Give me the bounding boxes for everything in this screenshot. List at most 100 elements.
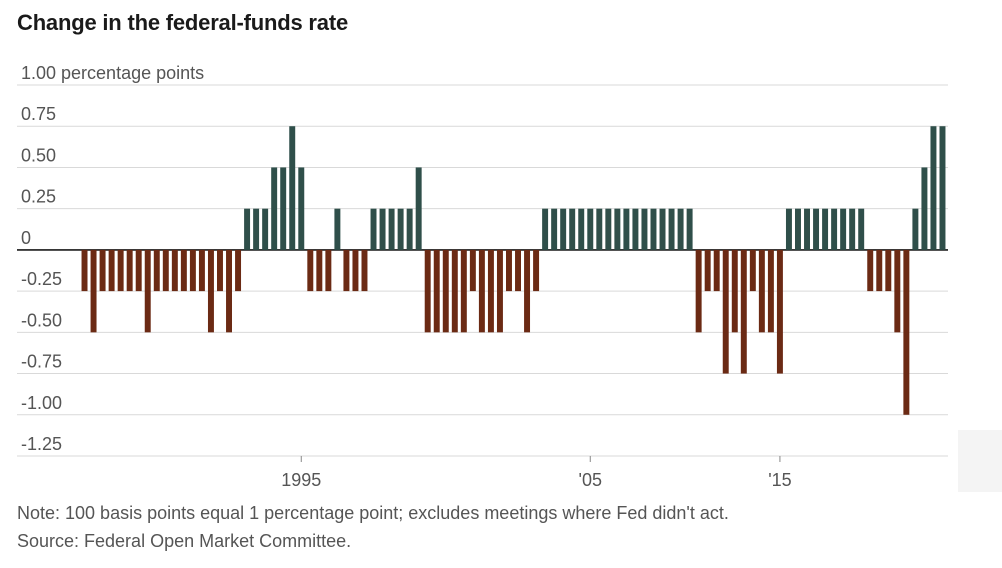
bar-increase [587, 208, 594, 250]
bar-increase [641, 208, 648, 250]
y-tick-label: -0.25 [21, 269, 62, 289]
bar-increase [939, 126, 946, 250]
bar-decrease [776, 249, 783, 374]
bar-increase [840, 208, 847, 250]
bar-increase [849, 208, 856, 250]
bar-increase [569, 208, 576, 250]
bar-increase [253, 208, 260, 250]
bar-decrease [207, 249, 214, 333]
bar-decrease [867, 249, 874, 292]
bar-increase [813, 208, 820, 250]
bar-increase [605, 208, 612, 250]
bar-decrease [885, 249, 892, 292]
y-tick-label: 0 [21, 228, 31, 248]
bar-decrease [451, 249, 458, 333]
bar-increase [298, 167, 305, 250]
bar-increase [560, 208, 567, 250]
bar-decrease [695, 249, 702, 333]
bar-increase [668, 208, 675, 250]
bar-increase [831, 208, 838, 250]
x-tick-label: '05 [579, 470, 602, 490]
bar-decrease [704, 249, 711, 292]
bar-increase [415, 167, 422, 250]
bar-decrease [731, 249, 738, 333]
bar-decrease [894, 249, 901, 333]
bar-chart: 1.00 percentage points 0.75 0.50 0.25 0 -0.25… [17, 63, 948, 490]
bar-decrease [325, 249, 332, 292]
bar-decrease [740, 249, 747, 374]
bar-decrease [316, 249, 323, 292]
bar-decrease [135, 249, 142, 292]
bar-increase [686, 208, 693, 250]
bar-decrease [343, 249, 350, 292]
bar-increase [650, 208, 657, 250]
bar-increase [623, 208, 630, 250]
bar-decrease [433, 249, 440, 333]
bar-increase [271, 167, 278, 250]
bar-decrease [171, 249, 178, 292]
bar-increase [930, 126, 937, 250]
bar-decrease [524, 249, 531, 333]
bar-decrease [722, 249, 729, 374]
axis-labels: 1.00 percentage points 0.75 0.50 0.25 0 -0.25… [21, 63, 792, 490]
bar-decrease [189, 249, 196, 292]
bar-increase [596, 208, 603, 250]
bar-decrease [226, 249, 232, 333]
bar-increase [921, 167, 928, 250]
bar-increase [804, 208, 810, 250]
bar-decrease [442, 249, 449, 333]
bar-increase [280, 167, 287, 250]
bar-decrease [876, 249, 883, 292]
bar-decrease [767, 249, 774, 333]
bar-decrease [180, 249, 187, 292]
bar-decrease [99, 249, 106, 292]
bar-increase [334, 208, 341, 250]
bar-increase [397, 208, 404, 250]
bar-decrease [162, 249, 169, 292]
x-tick-label: 1995 [281, 470, 321, 490]
bar-increase [578, 208, 585, 250]
bar-increase [542, 208, 549, 250]
bar-decrease [361, 249, 368, 292]
bar-decrease [506, 249, 512, 292]
bar-increase [289, 126, 296, 250]
bar-decrease [749, 249, 756, 292]
bar-decrease [235, 249, 242, 292]
background-shape [958, 430, 1002, 492]
bar-increase [659, 208, 666, 250]
bar-decrease [217, 249, 223, 292]
bar-decrease [469, 249, 476, 292]
x-tick-label: '15 [768, 470, 791, 490]
bar-decrease [424, 249, 431, 333]
bar-decrease [81, 249, 88, 292]
y-tick-label: 0.50 [21, 145, 56, 165]
bar-decrease [487, 249, 494, 333]
bar-increase [262, 208, 269, 250]
bar-decrease [758, 249, 765, 333]
y-tick-label: -1.00 [21, 393, 62, 413]
bar-decrease [90, 249, 97, 333]
bar-increase [370, 208, 377, 250]
bar-decrease [352, 249, 359, 292]
bar-decrease [478, 249, 485, 333]
bar-increase [614, 208, 621, 250]
chart-note: Note: 100 basis points equal 1 percentag… [17, 503, 729, 523]
bar-increase [858, 208, 865, 250]
bar-increase [379, 208, 386, 250]
chart-title: Change in the federal-funds rate [17, 10, 348, 35]
bar-increase [406, 208, 413, 250]
bar-increase [795, 208, 801, 250]
bar-decrease [496, 249, 503, 333]
bar-decrease [515, 249, 521, 292]
bar-decrease [460, 249, 467, 333]
bars [81, 126, 946, 415]
bar-decrease [198, 249, 205, 292]
bar-decrease [153, 249, 160, 292]
bar-decrease [144, 249, 151, 333]
bar-decrease [117, 249, 124, 292]
y-tick-label: -0.50 [21, 310, 62, 330]
y-tick-label: -1.25 [21, 434, 62, 454]
grid-lines [17, 84, 948, 457]
bar-increase [677, 208, 684, 250]
bar-increase [912, 208, 919, 250]
